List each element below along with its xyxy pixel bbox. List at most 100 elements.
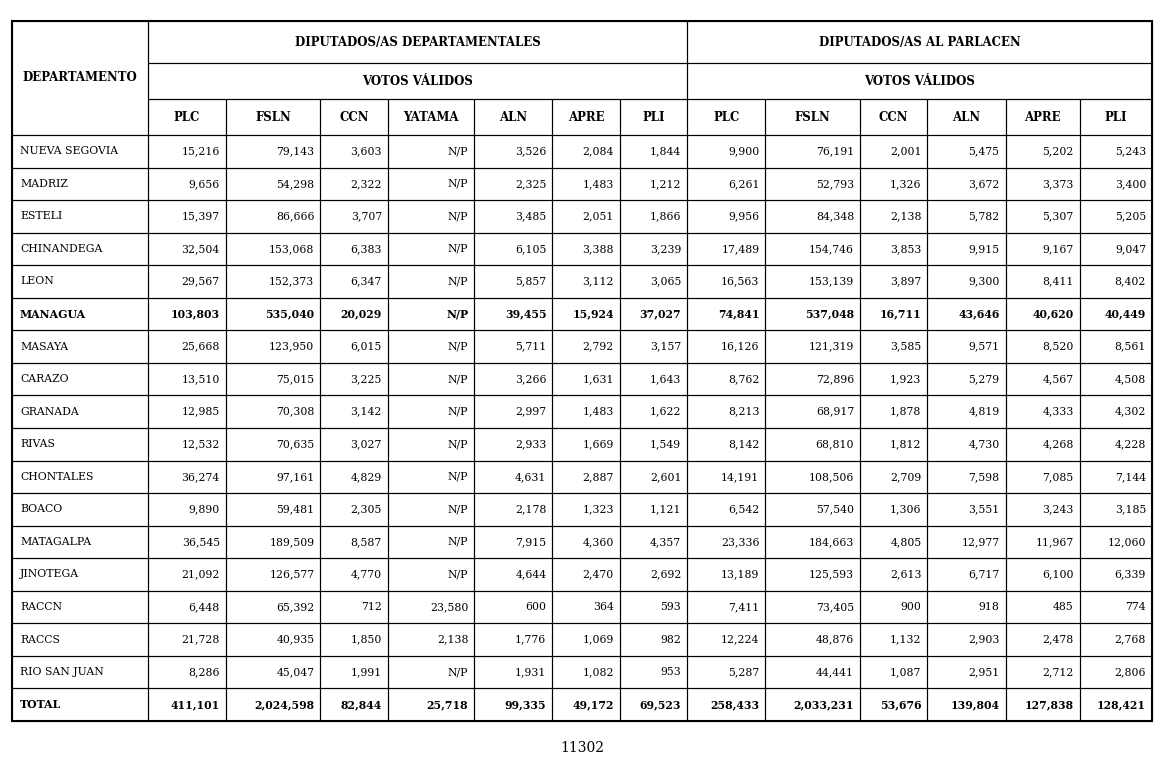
Bar bbox=[388, 168, 474, 200]
Text: 5,475: 5,475 bbox=[968, 146, 1000, 156]
Bar bbox=[928, 656, 1006, 688]
Bar bbox=[1006, 168, 1080, 200]
Text: 123,950: 123,950 bbox=[269, 341, 314, 352]
Text: 2,768: 2,768 bbox=[1115, 635, 1147, 645]
Text: 2,051: 2,051 bbox=[582, 211, 613, 221]
Text: 1,132: 1,132 bbox=[890, 635, 922, 645]
Text: 6,105: 6,105 bbox=[514, 244, 546, 254]
Text: 99,335: 99,335 bbox=[505, 699, 546, 710]
Bar bbox=[12, 460, 148, 493]
Bar bbox=[928, 558, 1006, 591]
Text: GRANADA: GRANADA bbox=[20, 407, 79, 417]
Bar bbox=[388, 688, 474, 721]
Text: 4,228: 4,228 bbox=[1115, 439, 1147, 449]
Bar bbox=[766, 558, 860, 591]
Bar bbox=[620, 656, 687, 688]
Text: 1,850: 1,850 bbox=[350, 635, 382, 645]
Bar bbox=[148, 558, 226, 591]
Text: 97,161: 97,161 bbox=[276, 472, 314, 482]
Text: N/P: N/P bbox=[448, 667, 468, 677]
Text: 593: 593 bbox=[660, 602, 681, 612]
Bar bbox=[320, 363, 388, 396]
Text: 74,841: 74,841 bbox=[718, 309, 759, 320]
Text: PLI: PLI bbox=[643, 110, 665, 123]
Text: 1,069: 1,069 bbox=[582, 635, 613, 645]
Bar bbox=[148, 233, 226, 265]
Bar bbox=[320, 135, 388, 168]
Text: NUEVA SEGOVIA: NUEVA SEGOVIA bbox=[20, 146, 118, 156]
Text: 2,470: 2,470 bbox=[583, 570, 613, 580]
Bar bbox=[226, 200, 320, 233]
Text: 1,643: 1,643 bbox=[650, 374, 681, 384]
Text: 4,730: 4,730 bbox=[968, 439, 1000, 449]
Bar bbox=[766, 233, 860, 265]
Bar bbox=[474, 558, 553, 591]
Bar bbox=[687, 428, 766, 460]
Bar bbox=[474, 99, 553, 135]
Bar bbox=[928, 99, 1006, 135]
Text: 13,189: 13,189 bbox=[721, 570, 759, 580]
Bar bbox=[12, 656, 148, 688]
Text: 3,266: 3,266 bbox=[514, 374, 546, 384]
Bar bbox=[1080, 298, 1152, 331]
Text: 7,085: 7,085 bbox=[1043, 472, 1073, 482]
Bar bbox=[687, 688, 766, 721]
Text: 5,279: 5,279 bbox=[968, 374, 1000, 384]
Bar bbox=[687, 99, 766, 135]
Text: 2,138: 2,138 bbox=[890, 211, 922, 221]
Bar bbox=[388, 233, 474, 265]
Text: 1,931: 1,931 bbox=[514, 667, 546, 677]
Text: 600: 600 bbox=[525, 602, 546, 612]
Text: CHONTALES: CHONTALES bbox=[20, 472, 93, 482]
Bar bbox=[553, 200, 620, 233]
Bar bbox=[766, 363, 860, 396]
Text: 1,866: 1,866 bbox=[650, 211, 681, 221]
Text: 1,776: 1,776 bbox=[516, 635, 546, 645]
Text: 65,392: 65,392 bbox=[276, 602, 314, 612]
Text: 7,144: 7,144 bbox=[1115, 472, 1147, 482]
Text: 1,991: 1,991 bbox=[350, 667, 382, 677]
Text: 69,523: 69,523 bbox=[640, 699, 681, 710]
Text: 76,191: 76,191 bbox=[816, 146, 854, 156]
Bar bbox=[148, 64, 687, 99]
Text: 9,167: 9,167 bbox=[1043, 244, 1073, 254]
Text: 2,951: 2,951 bbox=[968, 667, 1000, 677]
Bar bbox=[860, 558, 928, 591]
Text: 712: 712 bbox=[361, 602, 382, 612]
Bar bbox=[928, 363, 1006, 396]
Text: N/P: N/P bbox=[448, 537, 468, 547]
Text: 4,770: 4,770 bbox=[350, 570, 382, 580]
Bar bbox=[687, 460, 766, 493]
Text: 4,302: 4,302 bbox=[1115, 407, 1147, 417]
Bar bbox=[860, 99, 928, 135]
Bar bbox=[1006, 265, 1080, 298]
Bar bbox=[620, 233, 687, 265]
Text: 48,876: 48,876 bbox=[816, 635, 854, 645]
Bar bbox=[12, 363, 148, 396]
Bar bbox=[148, 525, 226, 558]
Bar bbox=[12, 428, 148, 460]
Text: DIPUTADOS/AS DEPARTAMENTALES: DIPUTADOS/AS DEPARTAMENTALES bbox=[294, 36, 540, 49]
Bar bbox=[226, 233, 320, 265]
Text: 8,411: 8,411 bbox=[1042, 276, 1073, 286]
Text: 1,082: 1,082 bbox=[582, 667, 613, 677]
Bar bbox=[388, 298, 474, 331]
Bar bbox=[12, 396, 148, 428]
Text: 3,243: 3,243 bbox=[1042, 504, 1073, 514]
Text: 153,139: 153,139 bbox=[809, 276, 854, 286]
Text: 40,620: 40,620 bbox=[1032, 309, 1073, 320]
Bar bbox=[553, 525, 620, 558]
Text: MASAYA: MASAYA bbox=[20, 341, 69, 352]
Bar bbox=[860, 135, 928, 168]
Text: 13,510: 13,510 bbox=[182, 374, 220, 384]
Bar bbox=[553, 428, 620, 460]
Bar bbox=[320, 656, 388, 688]
Bar bbox=[766, 298, 860, 331]
Bar bbox=[226, 298, 320, 331]
Bar bbox=[1006, 200, 1080, 233]
Bar bbox=[928, 396, 1006, 428]
Text: 9,956: 9,956 bbox=[729, 211, 759, 221]
Bar bbox=[860, 688, 928, 721]
Text: 5,243: 5,243 bbox=[1115, 146, 1147, 156]
Text: BOACO: BOACO bbox=[20, 504, 62, 514]
